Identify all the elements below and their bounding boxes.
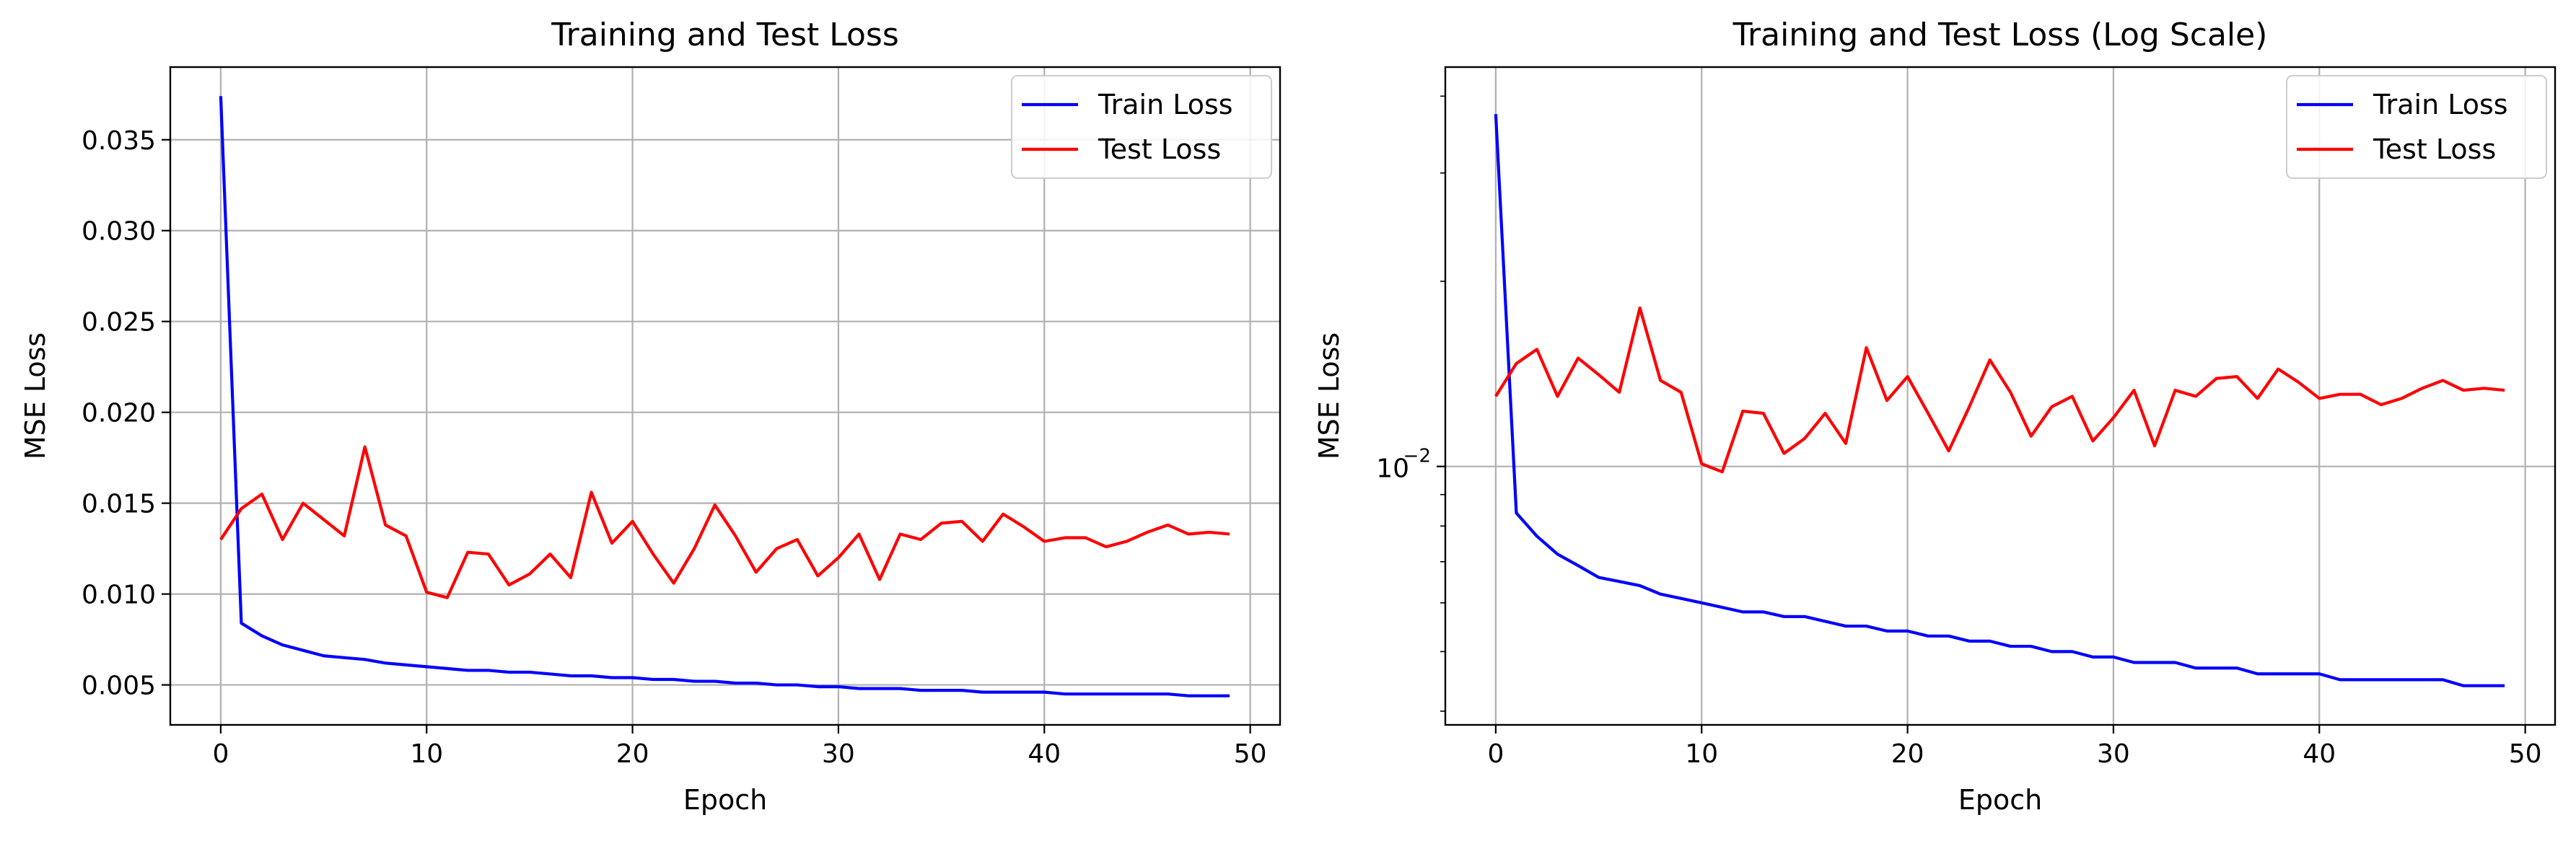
chart2-x-axis-label: Epoch	[1958, 784, 2042, 816]
chart1-x-axis-label: Epoch	[683, 784, 767, 816]
chart1-x-tick-label: 30	[822, 739, 855, 769]
chart2-y-tick-base: 10	[1376, 454, 1409, 484]
chart1-x-tick-label: 0	[212, 739, 229, 769]
chart1-x-tick-label: 10	[410, 739, 443, 769]
chart2-x-tick-label: 0	[1487, 739, 1504, 769]
chart1-panel: 0 10 20 30 40 50 0.005 0.010 0.015 0.020 0.025 0.03…	[19, 17, 1282, 816]
chart2-plot-frame	[1444, 66, 2557, 726]
chart1-legend-box	[1011, 75, 1272, 179]
chart2-x-tick-label: 50	[2509, 739, 2542, 769]
chart1-y-tick-label: 0.010	[82, 581, 156, 610]
chart1-legend-label-train-loss: Train Loss	[1098, 89, 1233, 120]
chart2-legend-label-train-loss: Train Loss	[2373, 89, 2508, 120]
chart1-title: Training and Test Loss	[551, 17, 899, 53]
chart2-y-tick-exponent: −2	[1403, 446, 1431, 467]
chart1-plot-frame	[169, 66, 1282, 726]
chart2-train-loss-line	[1494, 114, 2505, 687]
chart2-x-tick-label: 30	[2097, 739, 2130, 769]
chart1-y-tick-label: 0.035	[82, 126, 156, 156]
chart2-series	[1494, 114, 2505, 687]
chart1-x-tick-label: 40	[1028, 739, 1061, 769]
chart1-y-tick-label: 0.005	[82, 672, 156, 701]
chart2-y-axis-label: MSE Loss	[1313, 333, 1345, 459]
chart1-train-loss-line	[219, 96, 1230, 697]
chart1-series	[219, 96, 1230, 697]
chart1-y-tick-label: 0.020	[82, 399, 156, 428]
chart1-legend-label-test-loss: Test Loss	[1098, 133, 1221, 165]
chart1-test-loss-line	[219, 445, 1230, 599]
chart2-legend: Train Loss Test Loss	[2286, 75, 2547, 179]
chart2-title: Training and Test Loss (Log Scale)	[1732, 17, 2268, 53]
chart2-x-tick-label: 10	[1685, 739, 1718, 769]
chart2-y-tick-label: 10−2	[1376, 446, 1431, 484]
chart1-y-tick-label: 0.015	[82, 490, 156, 519]
chart2-x-tick-label: 20	[1891, 739, 1924, 769]
chart2-legend-label-test-loss: Test Loss	[2373, 133, 2496, 165]
chart2-x-tick-label: 40	[2303, 739, 2336, 769]
chart1-y-tick-label: 0.030	[82, 217, 156, 247]
chart1-y-tick-label: 0.025	[82, 308, 156, 338]
chart1-x-tick-label: 50	[1234, 739, 1267, 769]
chart2-legend-box	[2286, 75, 2547, 179]
chart2-test-loss-line	[1494, 306, 2505, 474]
chart1-y-axis-label: MSE Loss	[19, 333, 51, 459]
chart1-x-tick-label: 20	[616, 739, 649, 769]
chart1-legend: Train Loss Test Loss	[1011, 75, 1272, 179]
